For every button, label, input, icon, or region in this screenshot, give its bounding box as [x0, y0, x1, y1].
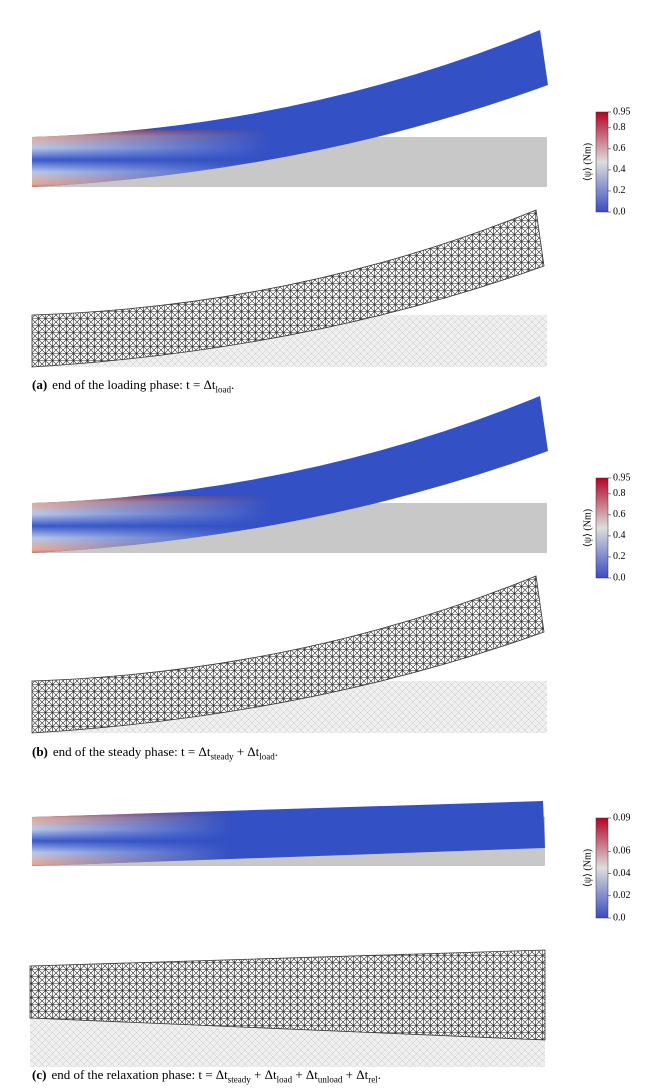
colorbar-tick-label: 0.09 — [613, 812, 631, 823]
caption: (b) end of the steady phase: t = Δtsteady… — [32, 744, 278, 762]
caption: (c) end of the relaxation phase: t = Δtst… — [32, 1067, 381, 1085]
equation-subscript: load — [276, 1074, 293, 1085]
colorbar-tick-label: 0.2 — [613, 185, 626, 196]
colorbar-tick-label: 0.4 — [613, 530, 626, 541]
colorbar-tick-label: 0.8 — [613, 488, 626, 499]
caption-text: end of the loading phase: — [52, 377, 183, 392]
colorbar-label: ⟨ψ⟩ (Nm) — [582, 143, 593, 181]
colorbar-tick-label: 0.02 — [613, 890, 631, 901]
colorbar-tick-label: 0.6 — [613, 509, 626, 520]
equation-term: t = Δt — [186, 377, 216, 392]
caption-text: end of the relaxation phase: — [51, 1067, 196, 1082]
caption-label: (b) — [32, 744, 48, 759]
caption-label: (c) — [32, 1067, 47, 1082]
equation-term: . — [274, 744, 279, 759]
colorbar-tick-label: 0.0 — [613, 572, 626, 583]
equation-term: + Δt — [250, 1067, 277, 1082]
colorbar-tick-label: 0.8 — [613, 122, 626, 133]
equation-term: + Δt — [342, 1067, 369, 1082]
colorbar-tick-label: 0.0 — [613, 912, 626, 923]
colorbar-tick-label: 0.6 — [613, 143, 626, 154]
colorbar — [595, 817, 609, 919]
colorbar-tick-label: 0.4 — [613, 164, 626, 175]
colorbar-tick-label: 0.95 — [613, 472, 631, 483]
beam-figure-c — [29, 801, 546, 1067]
equation-term: t = Δt — [198, 1067, 228, 1082]
equation-subscript: rel — [368, 1074, 378, 1085]
equation-subscript: load — [259, 751, 275, 762]
colorbar — [595, 111, 609, 213]
equation-term: . — [377, 1067, 381, 1082]
colorbar-tick-label: 0.95 — [613, 106, 631, 117]
equation-term: + Δt — [233, 744, 260, 759]
caption-label: (a) — [32, 377, 48, 392]
equation-subscript: steady — [227, 1074, 251, 1085]
equation-subscript: load — [215, 384, 232, 395]
colorbar-tick-label: 0.2 — [613, 551, 626, 562]
equation-subscript: steady — [210, 751, 234, 762]
colorbar-tick-label: 0.06 — [613, 846, 631, 857]
colorbar-label: ⟨ψ⟩ (Nm) — [582, 849, 593, 887]
caption: (a) end of the loading phase: t = Δtload. — [32, 377, 234, 395]
colorbar-tick-label: 0.04 — [613, 868, 631, 879]
colorbar-tick-label: 0.0 — [613, 206, 626, 217]
equation-term: + Δt — [292, 1067, 318, 1082]
colorbar — [595, 477, 609, 579]
beam-figure-b — [32, 396, 548, 733]
colorbar-label: ⟨ψ⟩ (Nm) — [582, 509, 593, 547]
caption-text: end of the steady phase: — [52, 744, 178, 759]
beam-figure-a — [32, 30, 548, 367]
equation-subscript: unload — [317, 1074, 343, 1085]
equation-term: t = Δt — [181, 744, 211, 759]
equation-term: . — [231, 377, 235, 392]
colorbars: 0.95 0.8 0.6 0.4 0.2 0.0 ⟨ψ⟩ (Nm) 0.95 0.8 0.6 0.4… — [582, 106, 630, 923]
